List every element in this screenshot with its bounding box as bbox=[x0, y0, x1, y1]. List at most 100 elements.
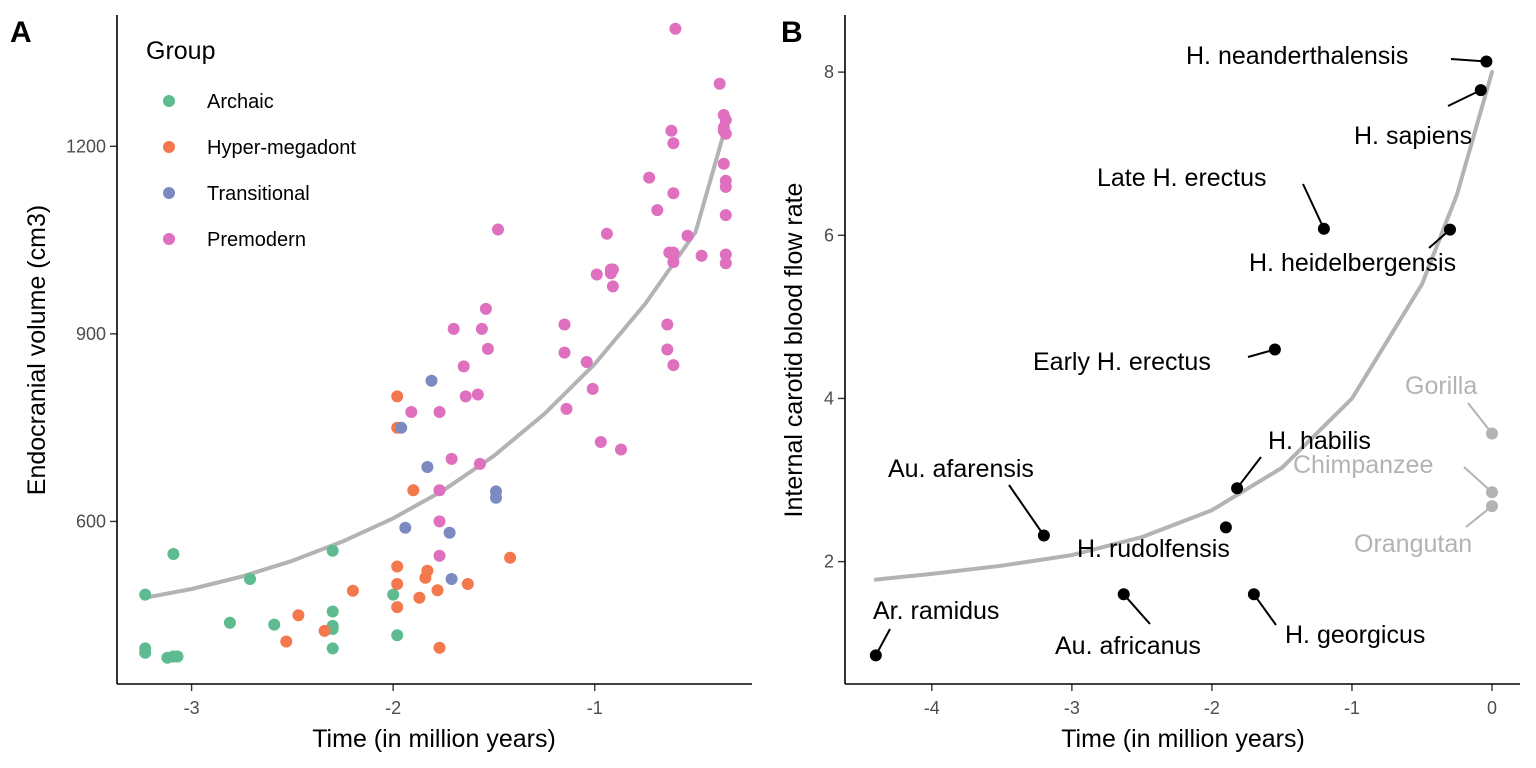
y-tick-label: 600 bbox=[76, 511, 106, 531]
point-transitional bbox=[395, 421, 408, 434]
point-h-georgicus bbox=[1247, 588, 1260, 601]
point-premodern bbox=[600, 227, 613, 240]
point-hyper-megadont bbox=[413, 591, 426, 604]
point-hyper-megadont bbox=[461, 578, 474, 590]
point-transitional bbox=[443, 526, 456, 539]
point-premodern bbox=[719, 180, 732, 193]
point-transitional bbox=[421, 461, 434, 473]
legend-label-premodern: Premodern bbox=[207, 229, 306, 251]
x-tick-label: -1 bbox=[587, 698, 603, 718]
point-premodern bbox=[560, 402, 573, 415]
panel-a-x-axis-title: Time (in million years) bbox=[312, 725, 556, 753]
point-premodern bbox=[558, 346, 571, 359]
leader-line-h-georgicus bbox=[1253, 593, 1277, 626]
y-tick-label: 1200 bbox=[66, 136, 106, 156]
point-archaic bbox=[139, 646, 152, 659]
point-premodern bbox=[433, 406, 446, 418]
point-premodern bbox=[719, 209, 732, 222]
point-premodern bbox=[695, 249, 708, 262]
point-premodern bbox=[615, 443, 627, 456]
leader-line-late-h-erectus bbox=[1302, 183, 1325, 230]
label-chimpanzee: Chimpanzee bbox=[1293, 451, 1433, 479]
point-hyper-megadont bbox=[433, 641, 446, 654]
label-early-h-erectus: Early H. erectus bbox=[1033, 348, 1211, 376]
point-h-heidelbergensis bbox=[1444, 223, 1456, 236]
leader-line-h-sapiens bbox=[1447, 89, 1482, 107]
point-premodern bbox=[661, 343, 674, 356]
point-h-rudolfensis bbox=[1219, 521, 1232, 534]
panel-a: A -3 -2 -1 600 900 1200 Time (in million year… bbox=[10, 15, 752, 753]
point-archaic bbox=[326, 605, 339, 618]
point-chimpanzee bbox=[1486, 486, 1498, 499]
point-archaic bbox=[268, 618, 281, 631]
legend-swatch-hyper-megadont bbox=[163, 141, 175, 153]
point-hyper-megadont bbox=[391, 578, 404, 590]
point-premodern bbox=[717, 157, 730, 170]
legend-title: Group bbox=[146, 37, 215, 65]
point-archaic bbox=[161, 651, 174, 664]
point-early-h-erectus bbox=[1268, 343, 1281, 356]
label-h-sapiens: H. sapiens bbox=[1354, 122, 1472, 150]
label-h-georgicus: H. georgicus bbox=[1285, 621, 1425, 649]
legend-swatch-premodern bbox=[163, 233, 175, 245]
x-tick-label: -1 bbox=[1344, 698, 1360, 718]
x-tick-label: -2 bbox=[1204, 698, 1220, 718]
label-au-afarensis: Au. afarensis bbox=[888, 455, 1034, 483]
point-h-sapiens bbox=[1474, 84, 1487, 97]
point-hyper-megadont bbox=[504, 551, 517, 564]
legend-swatch-archaic bbox=[163, 95, 175, 107]
point-archaic bbox=[223, 616, 236, 629]
point-premodern bbox=[580, 356, 593, 368]
leader-line-au-afarensis bbox=[1008, 484, 1045, 537]
panel-b-x-axis-title: Time (in million years) bbox=[1061, 725, 1305, 753]
point-premodern bbox=[681, 229, 694, 242]
point-premodern bbox=[713, 77, 726, 90]
point-gorilla bbox=[1486, 427, 1498, 440]
point-au-africanus bbox=[1117, 588, 1130, 601]
label-h-rudolfensis: H. rudolfensis bbox=[1077, 535, 1230, 563]
point-transitional bbox=[425, 374, 438, 387]
point-archaic bbox=[139, 588, 152, 601]
point-premodern bbox=[669, 22, 682, 35]
y-tick-label: 900 bbox=[76, 324, 106, 344]
point-premodern bbox=[433, 549, 446, 562]
point-premodern bbox=[586, 382, 599, 395]
x-tick-label: -3 bbox=[184, 698, 200, 718]
point-premodern bbox=[667, 187, 680, 200]
point-premodern bbox=[651, 204, 664, 217]
y-tick-label: 4 bbox=[824, 388, 834, 408]
legend-label-hyper-megadont: Hyper-megadont bbox=[207, 137, 356, 159]
point-premodern bbox=[481, 342, 494, 355]
label-orangutan: Orangutan bbox=[1354, 530, 1472, 558]
legend-swatch-transitional bbox=[163, 187, 175, 199]
point-premodern bbox=[433, 515, 446, 528]
panel-a-label: A bbox=[10, 16, 32, 49]
point-orangutan bbox=[1486, 500, 1498, 513]
label-h-neanderthalensis: H. neanderthalensis bbox=[1186, 42, 1408, 70]
point-premodern bbox=[667, 247, 680, 260]
panel-a-plot-area: -3 -2 -1 600 900 1200 bbox=[66, 22, 732, 718]
point-premodern bbox=[445, 452, 458, 465]
label-h-habilis: H. habilis bbox=[1268, 427, 1371, 455]
point-premodern bbox=[558, 318, 571, 331]
point-premodern bbox=[606, 263, 619, 276]
point-premodern bbox=[479, 302, 492, 315]
point-premodern bbox=[643, 171, 656, 184]
panel-a-y-axis-title: Endocranial volume (cm3) bbox=[23, 205, 51, 495]
point-premodern bbox=[459, 390, 472, 403]
point-premodern bbox=[433, 484, 446, 497]
point-hyper-megadont bbox=[346, 584, 359, 597]
point-archaic bbox=[167, 548, 180, 560]
panel-b: B -4 -3 -2 -1 0 2 4 6 8 Ar. ramidus Au. afarensis A… bbox=[780, 15, 1520, 753]
point-transitional bbox=[399, 521, 412, 534]
label-gorilla: Gorilla bbox=[1405, 372, 1477, 400]
point-premodern bbox=[667, 359, 680, 372]
point-hyper-megadont bbox=[391, 601, 404, 614]
point-archaic bbox=[326, 642, 339, 655]
x-tick-label: -3 bbox=[1064, 698, 1080, 718]
point-premodern bbox=[447, 322, 460, 335]
point-hyper-megadont bbox=[292, 609, 305, 622]
x-tick-label: -2 bbox=[385, 698, 401, 718]
y-tick-label: 2 bbox=[824, 552, 834, 572]
